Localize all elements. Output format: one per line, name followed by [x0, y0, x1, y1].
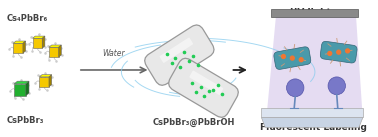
- Circle shape: [337, 50, 341, 54]
- FancyBboxPatch shape: [274, 47, 311, 69]
- Polygon shape: [14, 84, 26, 96]
- Polygon shape: [262, 118, 363, 127]
- Polygon shape: [26, 81, 29, 96]
- Polygon shape: [266, 17, 363, 119]
- Circle shape: [346, 49, 350, 53]
- Circle shape: [282, 55, 285, 58]
- Polygon shape: [33, 38, 42, 48]
- Text: Water: Water: [102, 49, 125, 58]
- Circle shape: [287, 79, 304, 97]
- Polygon shape: [59, 45, 61, 57]
- Polygon shape: [39, 75, 52, 77]
- Text: UV light: UV light: [290, 8, 332, 17]
- Polygon shape: [271, 9, 358, 17]
- Polygon shape: [39, 77, 49, 87]
- FancyBboxPatch shape: [145, 25, 214, 85]
- Polygon shape: [23, 41, 26, 53]
- Text: CsPbBr₃: CsPbBr₃: [6, 116, 44, 125]
- Circle shape: [328, 77, 345, 95]
- Text: Cs₄PbBr₆: Cs₄PbBr₆: [6, 14, 48, 23]
- Polygon shape: [49, 75, 52, 87]
- Circle shape: [328, 52, 332, 55]
- Text: CsPbBr₃@PbBrOH: CsPbBr₃@PbBrOH: [153, 118, 235, 127]
- Text: Fluorescent Labeling: Fluorescent Labeling: [260, 123, 367, 132]
- Polygon shape: [49, 45, 61, 47]
- Polygon shape: [13, 43, 23, 53]
- FancyBboxPatch shape: [169, 58, 238, 117]
- Polygon shape: [49, 47, 59, 57]
- Polygon shape: [14, 81, 29, 84]
- Polygon shape: [13, 41, 26, 43]
- Circle shape: [290, 56, 294, 60]
- Circle shape: [299, 58, 303, 62]
- Polygon shape: [33, 36, 45, 38]
- FancyBboxPatch shape: [320, 41, 357, 63]
- Polygon shape: [42, 36, 45, 48]
- Polygon shape: [262, 108, 363, 118]
- FancyBboxPatch shape: [189, 71, 223, 95]
- FancyBboxPatch shape: [160, 38, 193, 63]
